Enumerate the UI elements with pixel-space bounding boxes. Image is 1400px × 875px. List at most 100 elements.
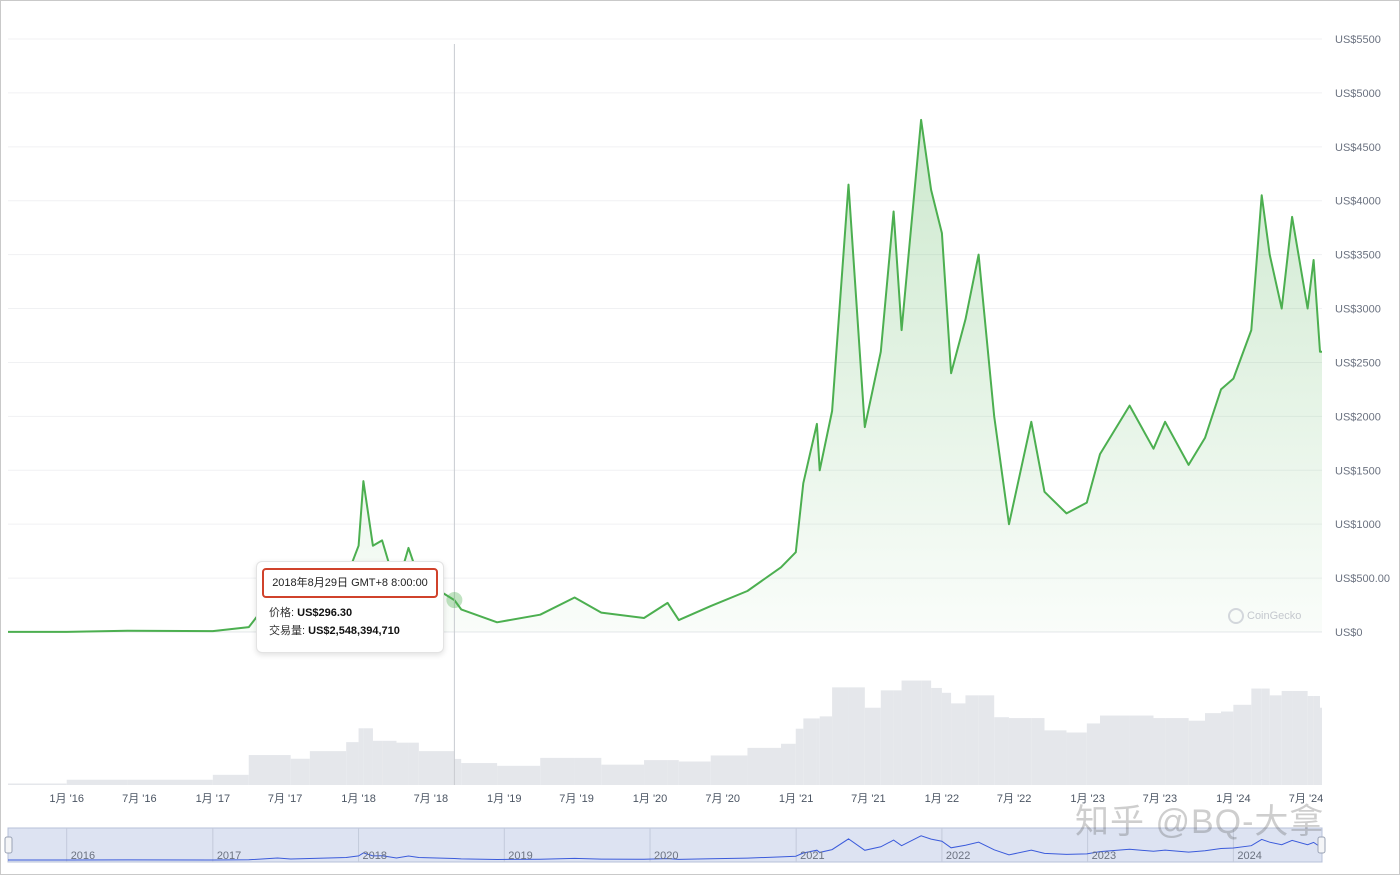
range-navigator[interactable]: 2016 2017 2018 2019 2020 2021 2022 2023 2024 [4,827,1326,863]
y-tick-label: US$2500 [1335,357,1381,369]
tooltip-date: 2018年8月29日 GMT+8 8:00:00 [262,568,438,598]
volume-bar [1044,730,1067,785]
volume-bar [901,680,922,785]
volume-bar [66,779,128,785]
volume-bar [1313,695,1321,785]
volume-bar [497,765,541,785]
volume-bar [1066,732,1087,785]
volume-bar [780,743,796,785]
volume-bar [1320,707,1322,785]
volume-bar [994,717,1009,785]
volume-bar [1269,695,1282,785]
volume-bar [1165,718,1189,785]
price-area [8,119,1322,632]
volume-bar [941,692,952,785]
navigator-right-handle[interactable] [1317,836,1326,854]
x-tick-label: 1月 '22 [925,793,960,805]
x-tick-label: 7月 '16 [122,793,157,805]
volume-bar [346,742,359,785]
volume-bar [1261,688,1270,785]
volume-bar [965,695,979,785]
navigator-year-label: 2018 [363,850,387,862]
x-tick-label: 1月 '19 [487,793,522,805]
volume-bar [978,695,995,785]
coingecko-text: CoinGecko [1247,609,1302,622]
volume-bar [574,757,602,785]
y-tick-label: US$500.00 [1335,573,1390,585]
volume-bar [1281,690,1293,785]
y-axis-ticks: US$0 US$500.00 US$1000 US$1500 US$2000 US$250… [1335,34,1390,639]
navigator-year-label: 2020 [654,850,678,862]
tooltip-volume-label: 交易量: [269,625,306,637]
volume-bar [1233,704,1252,785]
navigator-selection[interactable] [7,827,1323,863]
x-tick-label: 7月 '22 [997,793,1032,805]
x-tick-label: 7月 '17 [268,793,303,805]
y-tick-label: US$4500 [1335,142,1381,154]
navigator-left-handle[interactable] [4,836,13,854]
volume-bar [921,680,932,785]
y-tick-label: US$0 [1335,627,1363,639]
volume-bar [248,755,278,785]
volume-bar [540,757,575,785]
x-tick-label: 1月 '21 [779,793,814,805]
volume-bar [372,740,383,785]
volume-bar [1220,711,1234,785]
volume-bar [819,716,833,785]
volume-bar [951,703,966,785]
volume-bar [408,742,419,785]
navigator-line [8,835,1322,861]
navigator-year-labels: 2016 2017 2018 2019 2020 2021 2022 2023 2024 [71,850,1262,862]
navigator-year-label: 2016 [71,850,95,862]
coingecko-watermark: CoinGecko [1228,608,1301,624]
x-tick-label: 1月 '18 [341,793,376,805]
x-tick-label: 7月 '21 [851,793,886,805]
y-tick-label: US$2000 [1335,411,1381,423]
volume-bars [8,680,1322,785]
volume-bar [418,751,455,785]
volume-bar [358,728,364,785]
y-tick-label: US$4000 [1335,196,1381,208]
volume-bar [1129,715,1154,785]
volume-bar [893,690,902,785]
volume-bar [747,747,781,785]
navigator-year-label: 2023 [1092,850,1116,862]
coingecko-logo-icon [1228,608,1244,624]
price-line [8,118,1322,633]
volume-bar [1205,713,1221,785]
x-tick-label: 1月 '24 [1216,793,1251,805]
x-tick-label: 1月 '20 [633,793,668,805]
volume-bar [461,763,498,785]
x-tick-label: 7月 '19 [559,793,594,805]
zhihu-watermark: 知乎 @BQ-大拿 [1075,803,1325,841]
x-axis-ticks: 1月 '16 7月 '16 1月 '17 7月 '17 1月 '18 7月 '18 1月 '… [49,793,1323,805]
volume-bar [290,758,310,785]
volume-bar [678,761,711,785]
volume-bar [832,687,849,785]
x-tick-label: 7月 '20 [705,793,740,805]
tooltip-price-value: US$296.30 [297,607,353,619]
volume-bar [795,728,804,785]
tooltip-price-label: 价格: [269,607,295,619]
volume-bar [212,774,249,785]
volume-bar [803,718,817,785]
x-tick-label: 1月 '16 [49,793,84,805]
volume-bar [667,760,679,785]
navigator-year-label: 2024 [1237,850,1261,862]
volume-bar [1031,718,1045,785]
tooltip-volume-value: US$2,548,394,710 [308,625,400,637]
volume-bar [1307,695,1314,785]
volume-bar [710,755,748,785]
volume-bar [644,760,668,785]
volume-bar [1188,720,1206,785]
hover-point [446,592,463,609]
volume-bar [864,707,881,785]
volume-bar [848,687,865,785]
navigator-year-label: 2021 [800,850,824,862]
y-tick-label: US$3000 [1335,304,1381,316]
volume-bar [1086,723,1101,785]
navigator-year-label: 2022 [946,850,970,862]
volume-bar [382,740,397,785]
y-tick-label: US$3500 [1335,250,1381,262]
